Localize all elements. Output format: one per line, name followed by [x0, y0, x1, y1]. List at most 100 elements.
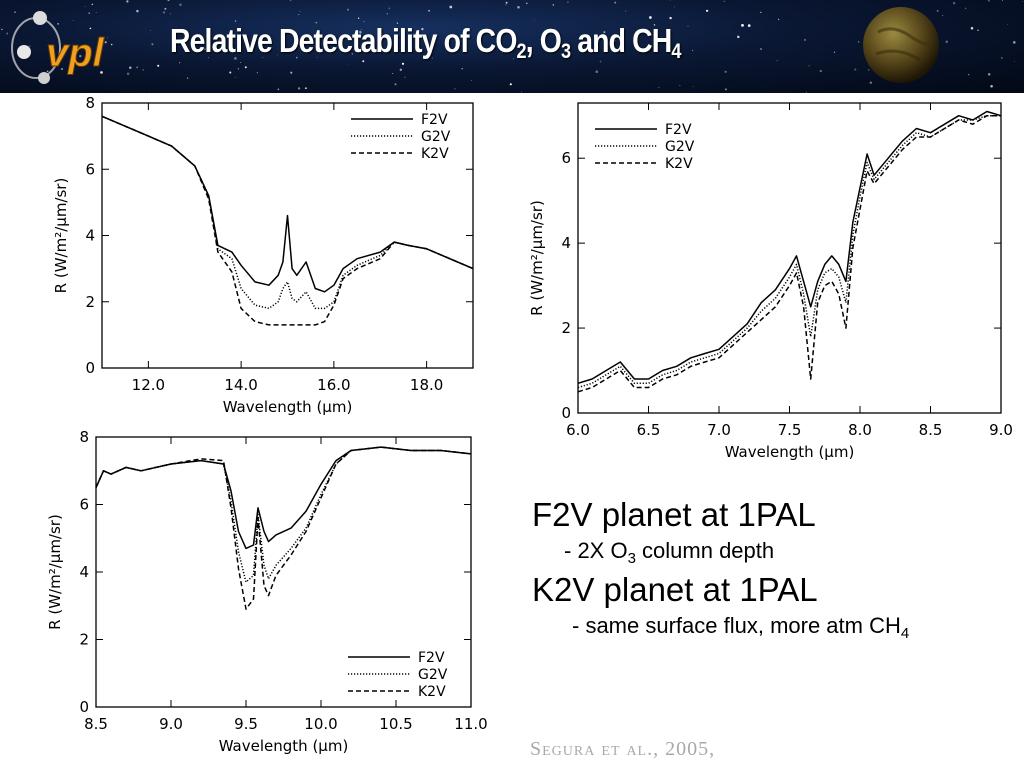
co2-chart-legend-label-g2v: G2V: [421, 129, 451, 145]
star: [234, 20, 237, 22]
star: [517, 6, 520, 9]
star: [833, 51, 836, 53]
star: [669, 0, 671, 2]
star: [1022, 0, 1023, 2]
star: [46, 70, 49, 73]
o3-chart-x-tick-label: 8.5: [84, 715, 108, 733]
co2-chart-x-tick-label: 16.0: [317, 376, 350, 394]
star: [289, 0, 292, 1]
star: [857, 41, 860, 43]
star: [421, 27, 424, 31]
ch4-chart-x-tick-label: 6.5: [637, 421, 661, 439]
star: [298, 14, 300, 15]
star: [297, 87, 301, 90]
star: [348, 64, 349, 66]
star: [28, 45, 31, 47]
star: [533, 20, 535, 22]
star: [364, 36, 367, 39]
star: [256, 72, 258, 74]
star: [316, 56, 318, 58]
star: [599, 60, 602, 63]
o3-chart-y-tick-label: 4: [79, 563, 89, 581]
star: [110, 43, 113, 46]
star: [653, 24, 656, 26]
o3-spectrum-chart: 8.5 9.0 9.5 10.0 10.5 11.0 0 2 4 6 8 Wavelength (μm…: [46, 425, 496, 768]
star: [760, 48, 762, 50]
star: [61, 68, 63, 70]
o3-chart-plot-frame: [95, 436, 472, 708]
ch4-chart-y-tick-label: 6: [561, 149, 571, 167]
star: [204, 48, 206, 50]
star: [394, 83, 397, 86]
star: [461, 68, 463, 70]
star: [649, 16, 652, 19]
note-4-part-0: - same surface flux, more atm CH: [572, 613, 901, 638]
ch4-chart-y-axis-label: R (W/m²/μm/sr): [528, 200, 546, 316]
ch4-chart-series-f2v-line: [577, 110, 1002, 385]
star: [164, 7, 167, 10]
o3-chart-y-tick-label: 0: [79, 698, 89, 716]
o3-chart-y-tick-label: 8: [79, 428, 89, 446]
planet-image: [863, 7, 939, 83]
o3-chart-legend-label-k2v: K2V: [418, 684, 446, 700]
star: [987, 72, 991, 76]
star: [1006, 24, 1008, 25]
star: [501, 51, 503, 53]
co2-chart-plot-frame: [101, 102, 474, 369]
star: [255, 36, 258, 39]
note-2-part-0: - 2X O: [564, 538, 628, 563]
star: [428, 9, 431, 12]
star: [803, 38, 807, 41]
citation: Segura et al., 2005,: [530, 738, 716, 760]
star: [567, 1, 569, 3]
star: [431, 57, 433, 59]
note-line-4: - same surface flux, more atm CH4: [572, 613, 909, 642]
ch4-chart-x-tick-label: 7.0: [707, 421, 731, 439]
star: [526, 2, 528, 5]
star: [363, 20, 365, 23]
ch4-chart-svg: 6.0 6.5 7.0 7.5 8.0 8.5 9.0 0 2 4 6 Wavelength (μm)…: [528, 102, 1013, 461]
star: [357, 17, 360, 19]
star: [136, 66, 139, 69]
o3-chart-legend-label-g2v: G2V: [418, 667, 448, 683]
star: [91, 3, 94, 6]
star: [358, 30, 362, 34]
vpl-logo: vpl: [11, 11, 105, 84]
co2-chart-x-tick-label: 18.0: [410, 376, 443, 394]
ch4-chart-x-tick-label: 7.5: [778, 421, 802, 439]
star: [499, 37, 502, 39]
star: [498, 42, 500, 43]
star: [14, 11, 16, 13]
star: [244, 66, 247, 69]
star: [386, 13, 388, 15]
note-line-2: - 2X O3 column depth: [564, 538, 909, 567]
star: [970, 26, 974, 30]
star: [234, 76, 236, 78]
o3-chart-y-axis-label: R (W/m²/μm/sr): [46, 514, 64, 630]
star: [724, 70, 727, 73]
ch4-chart-x-tick-label: 8.5: [919, 421, 943, 439]
o3-chart-y-tick-label: 6: [79, 496, 89, 514]
co2-chart-y-axis-label: R (W/m²/μm/sr): [52, 178, 70, 294]
star: [126, 72, 130, 76]
co2-spectrum-chart: 12.0 14.0 16.0 18.0 0 2 4 6 8 Wavelength (μm) R (W…: [46, 95, 476, 425]
star: [150, 30, 152, 32]
star: [819, 69, 822, 73]
ch4-chart-x-tick-label: 6.0: [566, 421, 590, 439]
star: [126, 0, 129, 3]
star: [552, 4, 555, 6]
star: [88, 12, 90, 14]
title-part-2: , O: [525, 22, 562, 59]
star: [945, 40, 948, 44]
star: [208, 57, 210, 59]
star: [705, 9, 709, 12]
star: [1013, 60, 1015, 62]
ch4-spectrum-chart: 6.0 6.5 7.0 7.5 8.0 8.5 9.0 0 2 4 6 Wavelength (μm)…: [527, 98, 1024, 483]
co2-chart-series-g2v-line: [101, 115, 474, 310]
star: [388, 7, 391, 10]
star: [869, 81, 872, 84]
star: [229, 71, 232, 74]
ch4-chart-plot-frame: [577, 102, 1002, 414]
star: [95, 12, 97, 13]
star: [505, 1, 508, 4]
